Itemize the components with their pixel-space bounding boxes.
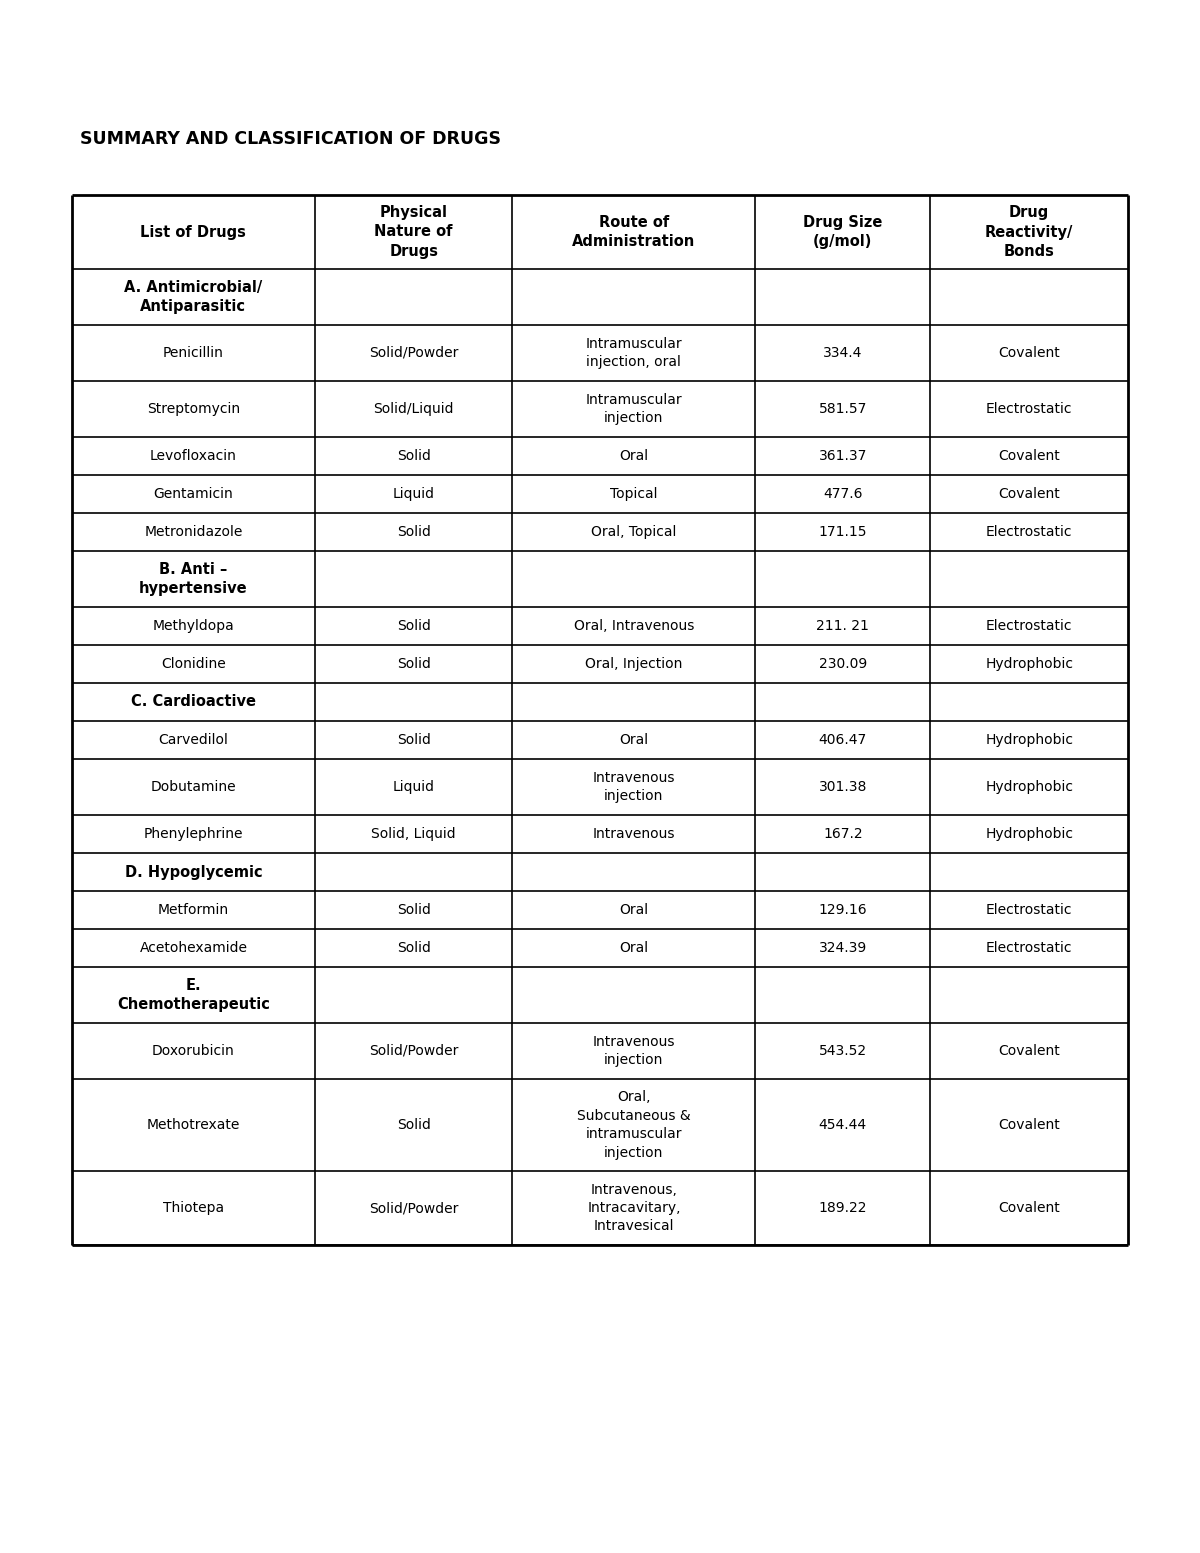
Text: Covalent: Covalent [998, 1200, 1060, 1214]
Text: Covalent: Covalent [998, 1044, 1060, 1058]
Text: Clonidine: Clonidine [161, 657, 226, 671]
Text: Solid: Solid [397, 525, 431, 539]
Text: Intramuscular
injection, oral: Intramuscular injection, oral [586, 337, 682, 370]
Text: Drug Size
(g/mol): Drug Size (g/mol) [803, 214, 882, 250]
Text: C. Cardioactive: C. Cardioactive [131, 694, 256, 710]
Text: Solid: Solid [397, 941, 431, 955]
Text: Metformin: Metformin [158, 902, 229, 916]
Text: 477.6: 477.6 [823, 488, 863, 502]
Text: Solid/Powder: Solid/Powder [368, 1200, 458, 1214]
Text: B. Anti –
hypertensive: B. Anti – hypertensive [139, 562, 247, 596]
Text: 324.39: 324.39 [818, 941, 866, 955]
Text: List of Drugs: List of Drugs [140, 225, 246, 239]
Text: Topical: Topical [610, 488, 658, 502]
Text: Methotrexate: Methotrexate [146, 1118, 240, 1132]
Text: Phenylephrine: Phenylephrine [144, 828, 244, 842]
Text: Oral, Injection: Oral, Injection [586, 657, 683, 671]
Text: 230.09: 230.09 [818, 657, 866, 671]
Text: Solid: Solid [397, 902, 431, 916]
Text: Solid: Solid [397, 657, 431, 671]
Text: Hydrophobic: Hydrophobic [985, 657, 1073, 671]
Text: Solid/Powder: Solid/Powder [368, 1044, 458, 1058]
Text: Covalent: Covalent [998, 1118, 1060, 1132]
Text: Solid, Liquid: Solid, Liquid [371, 828, 456, 842]
Text: Route of
Administration: Route of Administration [572, 214, 696, 250]
Text: Intramuscular
injection: Intramuscular injection [586, 393, 682, 426]
Text: Oral: Oral [619, 902, 648, 916]
Text: Hydrophobic: Hydrophobic [985, 780, 1073, 794]
Text: Carvedilol: Carvedilol [158, 733, 228, 747]
Text: 129.16: 129.16 [818, 902, 868, 916]
Text: Metronidazole: Metronidazole [144, 525, 242, 539]
Text: Doxorubicin: Doxorubicin [152, 1044, 235, 1058]
Text: 171.15: 171.15 [818, 525, 868, 539]
Text: A. Antimicrobial/
Antiparasitic: A. Antimicrobial/ Antiparasitic [125, 280, 263, 314]
Text: 189.22: 189.22 [818, 1200, 868, 1214]
Text: SUMMARY AND CLASSIFICATION OF DRUGS: SUMMARY AND CLASSIFICATION OF DRUGS [80, 130, 502, 148]
Text: Hydrophobic: Hydrophobic [985, 733, 1073, 747]
Text: Liquid: Liquid [392, 780, 434, 794]
Text: Acetohexamide: Acetohexamide [139, 941, 247, 955]
Text: E.
Chemotherapeutic: E. Chemotherapeutic [116, 977, 270, 1013]
Text: Oral: Oral [619, 941, 648, 955]
Text: D. Hypoglycemic: D. Hypoglycemic [125, 865, 263, 879]
Text: 301.38: 301.38 [818, 780, 868, 794]
Text: Intravenous: Intravenous [593, 828, 676, 842]
Text: Oral: Oral [619, 733, 648, 747]
Text: Streptomycin: Streptomycin [146, 402, 240, 416]
Text: Oral,
Subcutaneous &
intramuscular
injection: Oral, Subcutaneous & intramuscular injec… [577, 1090, 691, 1160]
Text: Intravenous
injection: Intravenous injection [593, 1034, 676, 1067]
Text: Hydrophobic: Hydrophobic [985, 828, 1073, 842]
Text: Electrostatic: Electrostatic [986, 941, 1073, 955]
Text: 167.2: 167.2 [823, 828, 863, 842]
Text: 211. 21: 211. 21 [816, 620, 869, 634]
Text: Oral, Intravenous: Oral, Intravenous [574, 620, 694, 634]
Text: Thiotepa: Thiotepa [163, 1200, 224, 1214]
Text: Solid: Solid [397, 1118, 431, 1132]
Text: Solid/Powder: Solid/Powder [368, 346, 458, 360]
Text: Oral: Oral [619, 449, 648, 463]
Text: 454.44: 454.44 [818, 1118, 866, 1132]
Text: 543.52: 543.52 [818, 1044, 866, 1058]
Text: Methyldopa: Methyldopa [152, 620, 234, 634]
Text: Drug
Reactivity/
Bonds: Drug Reactivity/ Bonds [985, 205, 1073, 259]
Text: Solid/Liquid: Solid/Liquid [373, 402, 454, 416]
Text: Covalent: Covalent [998, 449, 1060, 463]
Text: Intravenous
injection: Intravenous injection [593, 770, 676, 803]
Text: Penicillin: Penicillin [163, 346, 224, 360]
Text: Electrostatic: Electrostatic [986, 620, 1073, 634]
Text: Covalent: Covalent [998, 346, 1060, 360]
Text: Oral, Topical: Oral, Topical [592, 525, 677, 539]
Text: Liquid: Liquid [392, 488, 434, 502]
Text: Gentamicin: Gentamicin [154, 488, 233, 502]
Text: Intravenous,
Intracavitary,
Intravesical: Intravenous, Intracavitary, Intravesical [587, 1182, 680, 1233]
Text: Electrostatic: Electrostatic [986, 525, 1073, 539]
Text: Physical
Nature of
Drugs: Physical Nature of Drugs [374, 205, 452, 259]
Text: Dobutamine: Dobutamine [150, 780, 236, 794]
Text: Solid: Solid [397, 620, 431, 634]
Text: 361.37: 361.37 [818, 449, 868, 463]
Text: Electrostatic: Electrostatic [986, 902, 1073, 916]
Text: Electrostatic: Electrostatic [986, 402, 1073, 416]
Text: Levofloxacin: Levofloxacin [150, 449, 236, 463]
Text: 581.57: 581.57 [818, 402, 868, 416]
Text: Solid: Solid [397, 449, 431, 463]
Text: Covalent: Covalent [998, 488, 1060, 502]
Text: Solid: Solid [397, 733, 431, 747]
Text: 406.47: 406.47 [818, 733, 866, 747]
Text: 334.4: 334.4 [823, 346, 863, 360]
